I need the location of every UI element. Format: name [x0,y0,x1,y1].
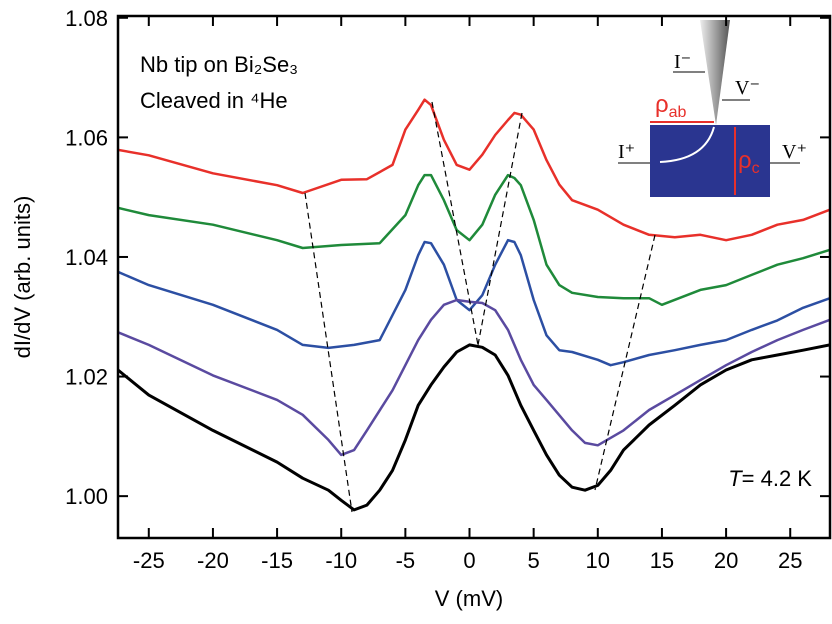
tip [700,20,730,125]
temperature-symbol: T [728,466,743,491]
current-path [659,126,715,163]
inset-label: V⁻ [735,77,760,99]
rho-symbol: ρ [655,91,669,118]
frame [116,14,832,540]
inset: I⁻ V⁻ I⁺ V⁺ ρab ρc [618,20,807,197]
rho-ab: ρab [655,91,687,121]
annotation: Nb tip on Bi₂Se₃ [140,52,298,77]
x-tick-label: 25 [778,548,802,573]
temperature: T= 4.2 K [728,466,812,491]
x-tick-label: -20 [197,548,229,573]
x-tick-label: -15 [261,548,293,573]
temperature-text: = 4.2 K [742,466,813,491]
x-tick-label: 20 [714,548,738,573]
guide-lines [304,101,656,513]
x-tick-label: 0 [463,548,475,573]
rho-sub: c [752,160,760,177]
series-line [118,98,830,242]
inset-label: V⁺ [782,141,807,163]
guide-line [594,234,656,491]
x-tick-label: -25 [133,548,165,573]
y-axis-label: dI/dV (arb. units) [10,196,35,359]
rho-symbol: ρ [738,147,752,174]
x-tick-label: 10 [586,548,610,573]
inset-label: I⁻ [674,51,691,73]
y-tick-label: 1.08 [65,6,108,31]
y-tick-label: 1.02 [65,365,108,390]
guide-line [431,101,479,346]
series-line [118,238,830,367]
rho-sub: ab [669,104,687,121]
guide-line [477,112,523,346]
series-line [118,173,830,307]
rho-c: ρc [738,147,760,177]
x-tick-label: -10 [325,548,357,573]
y-tick-label: 1.04 [65,245,108,270]
y-tick-label: 1.00 [65,484,108,509]
x-tick-label: 15 [650,548,674,573]
inset-label: I⁺ [618,141,635,163]
guide-line [304,192,353,513]
annotation: Cleaved in ⁴He [140,88,288,113]
plot-area [118,98,830,512]
series-line [118,343,830,512]
series-line [118,298,830,457]
x-tick-label: -5 [396,548,416,573]
x-axis-label: V (mV) [435,586,503,611]
y-tick-label: 1.06 [65,125,108,150]
x-tick-label: 5 [528,548,540,573]
